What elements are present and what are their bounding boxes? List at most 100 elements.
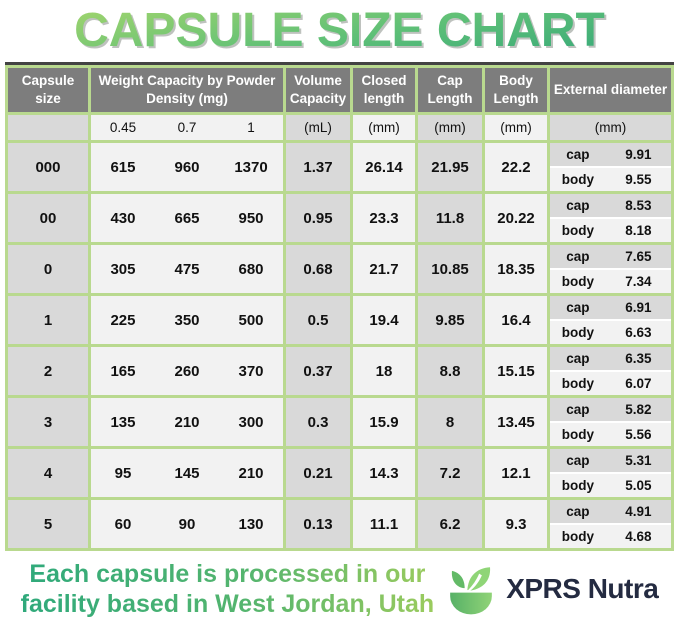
volume-cell: 0.68 [286, 245, 351, 293]
body-label: body [561, 529, 594, 544]
body-length-cell: 9.3 [485, 500, 548, 548]
cap-length-cell: 7.2 [418, 449, 483, 497]
body-diameter: 6.07 [625, 376, 652, 391]
cap-label: cap [566, 249, 590, 264]
weight-capacity-cell: 430 665 950 [90, 194, 284, 242]
cap-length-cell: 8.8 [418, 347, 483, 395]
external-cap-row: cap 5.31 [550, 449, 672, 472]
col-header-cap-length: Cap Length [418, 68, 483, 112]
body-label: body [561, 172, 594, 187]
col-header-closed-length: Closed length [353, 68, 416, 112]
units-volume: (mL) [286, 115, 351, 140]
closed-length-cell: 23.3 [353, 194, 416, 242]
weight-capacity-cell: 135 210 300 [90, 398, 284, 446]
weight-1: 300 [238, 413, 264, 431]
col-header-weight-capacity: Weight Capacity by Powder Density (mg) [90, 68, 284, 112]
external-body-row: body 5.05 [550, 474, 672, 497]
weight-capacity-cell: 95 145 210 [90, 449, 284, 497]
cap-length-cell: 9.85 [418, 296, 483, 344]
volume-cell: 0.37 [286, 347, 351, 395]
weight-045: 430 [110, 209, 136, 227]
body-diameter: 7.34 [625, 274, 652, 289]
weight-1: 680 [238, 260, 264, 278]
cap-label: cap [566, 504, 590, 519]
external-cap-row: cap 7.65 [550, 245, 672, 268]
external-body-row: body 5.56 [550, 423, 672, 446]
body-length-cell: 18.35 [485, 245, 548, 293]
weight-capacity-cell: 305 475 680 [90, 245, 284, 293]
external-cap-row: cap 5.82 [550, 398, 672, 421]
units-cap: (mm) [418, 115, 483, 140]
table-row: 3 135 210 300 0.3 15.9 8 13.45 cap 5.82 body 5.56 [7, 398, 672, 446]
closed-length-cell: 15.9 [353, 398, 416, 446]
closed-length-cell: 14.3 [353, 449, 416, 497]
cap-label: cap [566, 351, 590, 366]
external-body-row: body 4.68 [550, 525, 672, 548]
external-diameter-cell: cap 6.91 body 6.63 [550, 296, 672, 344]
volume-cell: 0.21 [286, 449, 351, 497]
body-diameter: 5.05 [625, 478, 652, 493]
external-cap-row: cap 6.91 [550, 296, 672, 319]
body-length-cell: 15.15 [485, 347, 548, 395]
external-diameter-cell: cap 9.91 body 9.55 [550, 143, 672, 191]
body-diameter: 9.55 [625, 172, 652, 187]
weight-capacity-cell: 615 960 1370 [90, 143, 284, 191]
body-label: body [561, 427, 594, 442]
cap-label: cap [566, 402, 590, 417]
body-length-cell: 20.22 [485, 194, 548, 242]
cap-diameter: 5.82 [625, 402, 652, 417]
weight-1: 210 [238, 464, 264, 482]
weight-07: 665 [174, 209, 200, 227]
bowl-shape [450, 592, 493, 615]
weight-045: 60 [114, 515, 132, 533]
body-length-cell: 12.1 [485, 449, 548, 497]
density-1: 1 [247, 120, 255, 135]
table-row: 1 225 350 500 0.5 19.4 9.85 16.4 cap 6.91 body 6.63 [7, 296, 672, 344]
weight-07: 475 [174, 260, 200, 278]
units-empty-cell [7, 115, 88, 140]
footer: Each capsule is processed in our facilit… [0, 555, 679, 623]
weight-07: 960 [174, 158, 200, 176]
body-diameter: 8.18 [625, 223, 652, 238]
page-title: CAPSULE SIZE CHART [0, 0, 679, 60]
volume-cell: 1.37 [286, 143, 351, 191]
weight-capacity-cell: 60 90 130 [90, 500, 284, 548]
weight-1: 130 [238, 515, 264, 533]
volume-cell: 0.95 [286, 194, 351, 242]
closed-length-cell: 18 [353, 347, 416, 395]
weight-045: 95 [114, 464, 132, 482]
leaf-bowl-icon [450, 567, 493, 615]
external-cap-row: cap 6.35 [550, 347, 672, 370]
weight-07: 145 [174, 464, 200, 482]
cap-diameter: 9.91 [625, 147, 652, 162]
external-cap-row: cap 4.91 [550, 500, 672, 523]
cap-diameter: 8.53 [625, 198, 652, 213]
weight-07: 210 [174, 413, 200, 431]
weight-045: 305 [110, 260, 136, 278]
weight-1: 1370 [234, 158, 268, 176]
cap-length-cell: 11.8 [418, 194, 483, 242]
external-diameter-cell: cap 6.35 body 6.07 [550, 347, 672, 395]
closed-length-cell: 11.1 [353, 500, 416, 548]
cap-length-cell: 21.95 [418, 143, 483, 191]
body-length-cell: 13.45 [485, 398, 548, 446]
cap-diameter: 4.91 [625, 504, 652, 519]
cap-length-cell: 8 [418, 398, 483, 446]
leaf-stem [467, 573, 483, 592]
footer-line2: facility based in West Jordan, Utah [20, 590, 435, 618]
header-row: Capsule size Weight Capacity by Powder D… [7, 68, 672, 112]
volume-cell: 0.5 [286, 296, 351, 344]
body-label: body [561, 376, 594, 391]
external-cap-row: cap 9.91 [550, 143, 672, 166]
weight-1: 950 [238, 209, 264, 227]
col-header-body-length: Body Length [485, 68, 548, 112]
weight-07: 260 [174, 362, 200, 380]
weight-07: 350 [174, 311, 200, 329]
external-diameter-cell: cap 5.82 body 5.56 [550, 398, 672, 446]
footer-line1: Each capsule is processed in our [29, 560, 426, 588]
units-body: (mm) [485, 115, 548, 140]
weight-045: 615 [110, 158, 136, 176]
external-body-row: body 6.63 [550, 321, 672, 344]
weight-045: 225 [110, 311, 136, 329]
body-label: body [561, 274, 594, 289]
